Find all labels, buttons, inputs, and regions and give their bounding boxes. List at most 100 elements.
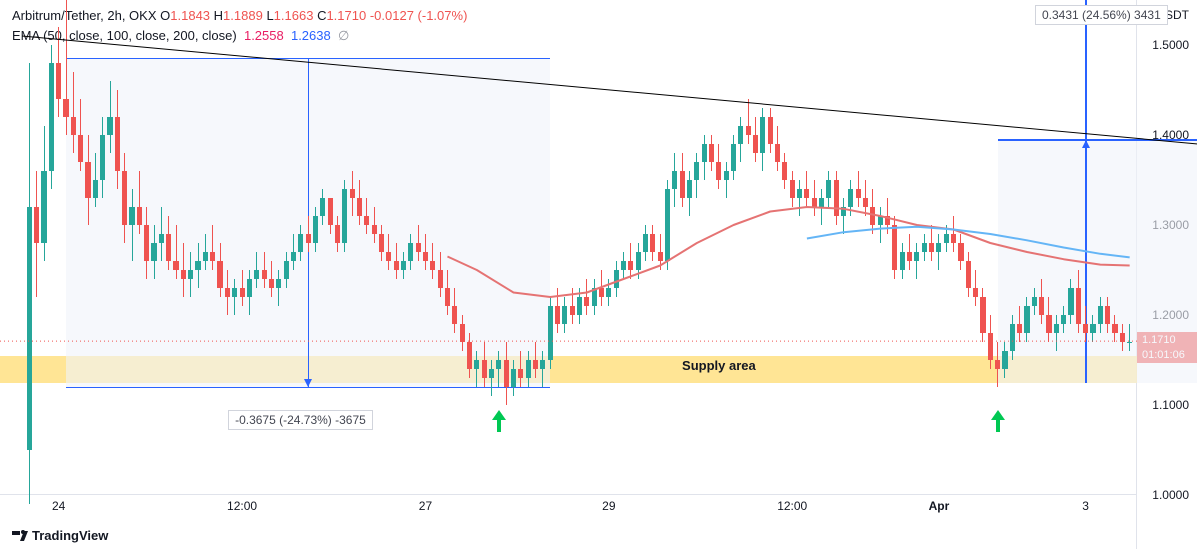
x-axis[interactable]: 2412:00272912:00Apr3 [0,494,1137,519]
candle-body[interactable] [291,252,296,261]
candle-body[interactable] [621,261,626,270]
candle-body[interactable] [562,306,567,324]
candle-body[interactable] [826,180,831,198]
candle-body[interactable] [988,333,993,360]
candle-body[interactable] [460,324,465,342]
candle-body[interactable] [958,243,963,261]
candle-body[interactable] [636,252,641,270]
candle-body[interactable] [533,360,538,369]
candle-body[interactable] [276,279,281,288]
candle-body[interactable] [328,198,333,225]
candle-body[interactable] [107,117,112,135]
symbol-name[interactable]: Arbitrum/Tether, 2h, OKX [12,8,157,23]
candle-body[interactable] [63,99,68,117]
candle-body[interactable] [724,171,729,180]
candle-body[interactable] [313,216,318,243]
candle-body[interactable] [284,261,289,279]
candle-body[interactable] [137,207,142,225]
candle-body[interactable] [438,270,443,288]
candle-body[interactable] [1061,315,1066,324]
candle-body[interactable] [100,135,105,180]
candle-body[interactable] [210,252,215,261]
candle-body[interactable] [430,261,435,270]
candle-body[interactable] [306,234,311,243]
candle-body[interactable] [944,234,949,243]
candle-body[interactable] [504,360,509,387]
candle-body[interactable] [606,288,611,297]
candle-body[interactable] [1090,324,1095,333]
candle-body[interactable] [819,198,824,207]
candle-body[interactable] [907,252,912,261]
candle-body[interactable] [995,360,1000,369]
candle-body[interactable] [914,252,919,261]
candle-body[interactable] [614,270,619,288]
candle-body[interactable] [85,162,90,198]
candle-body[interactable] [335,225,340,243]
candle-body[interactable] [900,252,905,270]
tradingview-logo[interactable]: TradingView [12,527,108,543]
candle-body[interactable] [951,234,956,243]
candle-body[interactable] [1068,288,1073,315]
candle-body[interactable] [694,162,699,180]
candle-body[interactable] [93,180,98,198]
candle-body[interactable] [628,261,633,270]
candle-body[interactable] [394,261,399,270]
candle-body[interactable] [548,306,553,360]
candle-body[interactable] [1032,297,1037,306]
candle-body[interactable] [856,189,861,198]
candle-body[interactable] [56,63,61,99]
candle-body[interactable] [298,234,303,252]
candle-body[interactable] [797,189,802,198]
candle-body[interactable] [577,297,582,315]
candle-body[interactable] [966,261,971,288]
candle-body[interactable] [122,171,127,225]
candle-body[interactable] [71,117,76,135]
candle-body[interactable] [240,288,245,297]
candle-body[interactable] [746,126,751,135]
candle-body[interactable] [870,207,875,225]
candle-body[interactable] [115,117,120,171]
candle-body[interactable] [973,288,978,297]
candle-body[interactable] [782,162,787,180]
candle-body[interactable] [665,189,670,261]
candle-body[interactable] [489,369,494,378]
candle-body[interactable] [166,234,171,261]
candle-body[interactable] [863,198,868,207]
candle-body[interactable] [658,252,663,261]
candle-body[interactable] [1039,297,1044,315]
candle-body[interactable] [372,225,377,234]
candle-body[interactable] [731,144,736,171]
candle-body[interactable] [841,207,846,216]
candle-body[interactable] [584,297,589,306]
candle-body[interactable] [702,144,707,162]
candle-body[interactable] [496,360,501,369]
candle-body[interactable] [350,189,355,198]
candle-body[interactable] [232,288,237,297]
candle-body[interactable] [709,144,714,162]
candle-body[interactable] [151,243,156,261]
candle-body[interactable] [1105,306,1110,324]
candle-body[interactable] [357,198,362,216]
candle-body[interactable] [217,261,222,288]
candle-body[interactable] [1120,333,1125,342]
candle-body[interactable] [570,306,575,315]
candle-body[interactable] [922,243,927,252]
candle-body[interactable] [672,171,677,189]
candle-body[interactable] [878,216,883,225]
candle-body[interactable] [262,270,267,279]
candle-body[interactable] [408,243,413,261]
candle-body[interactable] [203,252,208,261]
candle-body[interactable] [812,198,817,207]
candle-body[interactable] [526,360,531,378]
candle-body[interactable] [1046,315,1051,333]
candle-body[interactable] [738,126,743,144]
candle-body[interactable] [1002,351,1007,369]
candle-body[interactable] [173,261,178,270]
candle-body[interactable] [364,216,369,225]
candle-body[interactable] [188,270,193,279]
candle-body[interactable] [1054,324,1059,333]
candle-body[interactable] [650,234,655,252]
candle-body[interactable] [320,198,325,216]
candle-body[interactable] [929,243,934,252]
candle-body[interactable] [980,297,985,333]
